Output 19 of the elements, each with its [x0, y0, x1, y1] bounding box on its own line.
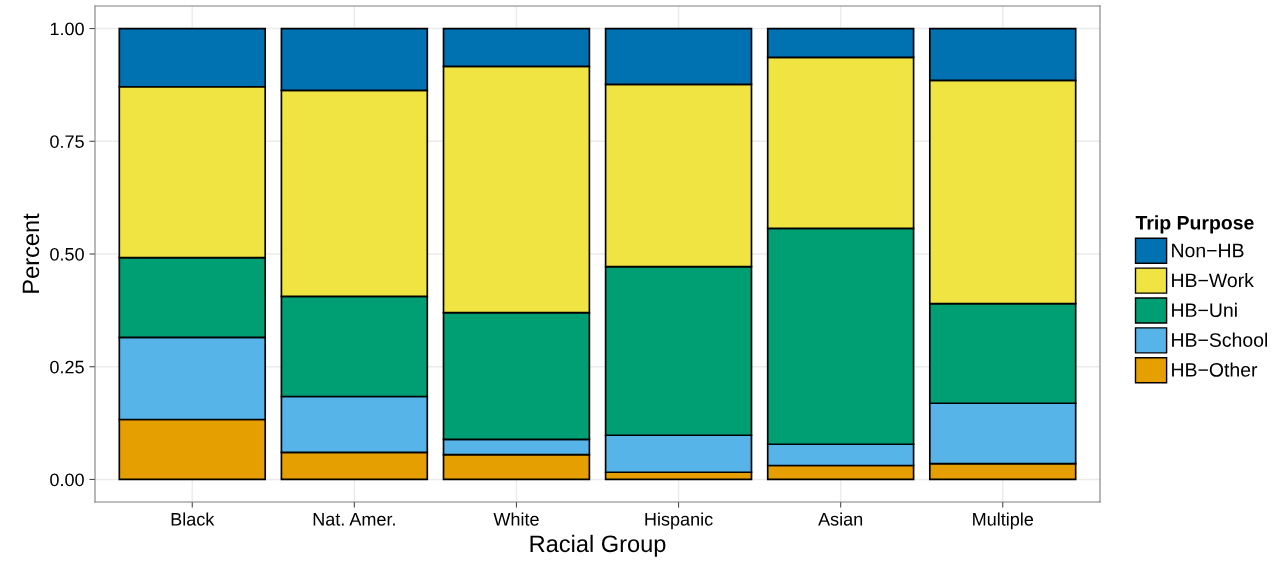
y-tick-label: 0.50	[50, 247, 84, 261]
legend-label: HB−Work	[1172, 272, 1254, 288]
x-tick-label: Asian	[818, 512, 863, 526]
legend-label: HB−School	[1172, 332, 1268, 347]
legend-label: HB−Uni	[1172, 302, 1237, 318]
y-tick-label: 1.00	[50, 22, 84, 36]
x-tick-label: Hispanic	[645, 512, 713, 530]
y-axis-title: Percent	[22, 213, 40, 293]
legend-label: Non−HB	[1172, 243, 1244, 258]
y-tick-label: 0.00	[50, 473, 84, 487]
x-tick-label: White	[493, 512, 539, 526]
x-tick-label: Multiple	[973, 512, 1034, 530]
y-tick-label: 0.25	[50, 360, 84, 374]
legend-label: HB−Other	[1172, 362, 1258, 377]
x-axis-title: Racial Group	[530, 534, 666, 557]
y-tick-label: 0.75	[50, 135, 84, 148]
x-tick-label: Black	[171, 512, 215, 526]
x-tick-label: Nat. Amer.	[313, 513, 395, 526]
legend-title: Trip Purpose	[1135, 215, 1254, 234]
